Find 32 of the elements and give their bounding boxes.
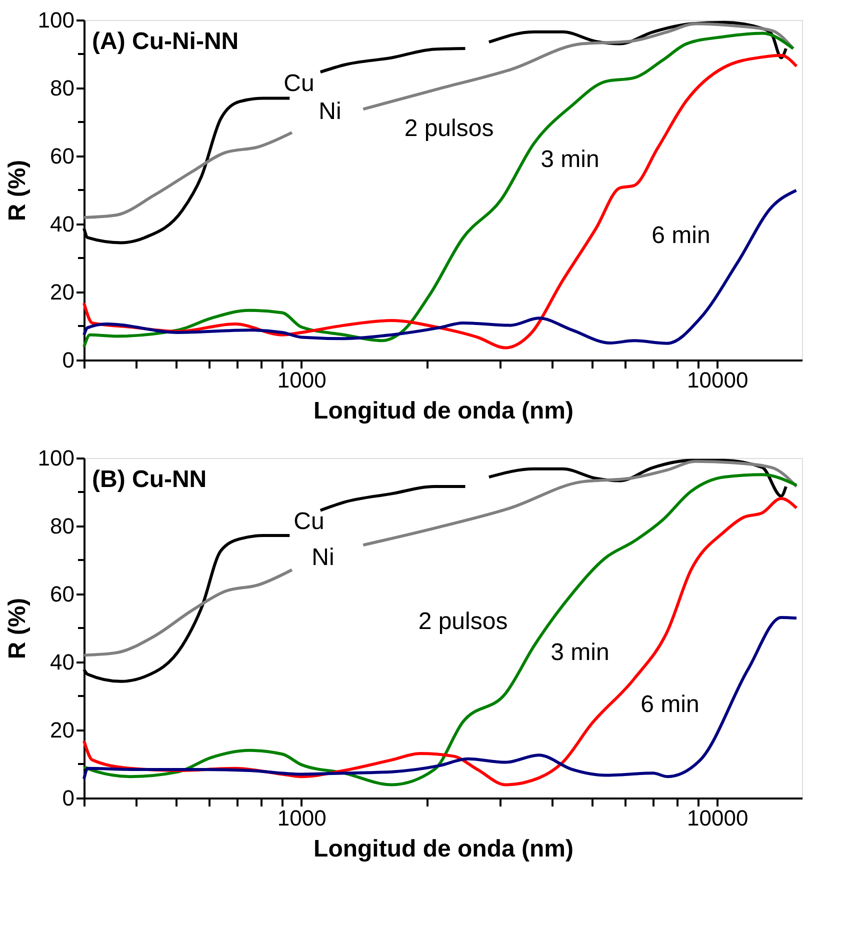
y-tick-label: 60 xyxy=(50,144,74,168)
x-tick-label: 10000 xyxy=(687,368,748,392)
x-tick-label: 1000 xyxy=(277,368,326,392)
x-axis-title: Longitud de onda (nm) xyxy=(314,836,574,862)
y-tick-label: 80 xyxy=(50,76,74,100)
annotation: Ni xyxy=(312,544,334,571)
y-tick-label: 40 xyxy=(50,212,74,236)
annotation: 6 min xyxy=(640,691,700,718)
x-tick-label: 1000 xyxy=(277,806,326,830)
y-axis-title: R (%) xyxy=(4,160,31,222)
y-tick-label: 20 xyxy=(50,718,74,742)
annotation: Cu xyxy=(284,70,314,97)
y-tick-label: 0 xyxy=(62,786,74,810)
y-tick-label: 100 xyxy=(38,446,74,470)
annotation: 6 min xyxy=(652,222,710,249)
x-tick-label: 10000 xyxy=(687,806,748,830)
y-tick-label: 80 xyxy=(50,514,74,538)
y-tick-label: 0 xyxy=(62,348,74,372)
annotation: 2 pulsos xyxy=(404,115,494,142)
annotation: Cu xyxy=(294,508,324,535)
annotation: 2 pulsos xyxy=(418,608,508,635)
chart-title: (B) Cu-NN xyxy=(92,466,207,493)
y-tick-label: 100 xyxy=(38,8,74,32)
annotation: 3 min xyxy=(540,146,600,173)
annotation: Ni xyxy=(318,98,342,125)
y-tick-label: 20 xyxy=(50,280,74,304)
y-tick-label: 60 xyxy=(50,582,74,606)
y-tick-label: 40 xyxy=(50,650,74,674)
x-axis-title: Longitud de onda (nm) xyxy=(314,398,574,424)
y-axis-title: R (%) xyxy=(4,598,31,660)
annotation: 3 min xyxy=(550,639,610,666)
chart-title: (A) Cu-Ni-NN xyxy=(92,28,239,55)
